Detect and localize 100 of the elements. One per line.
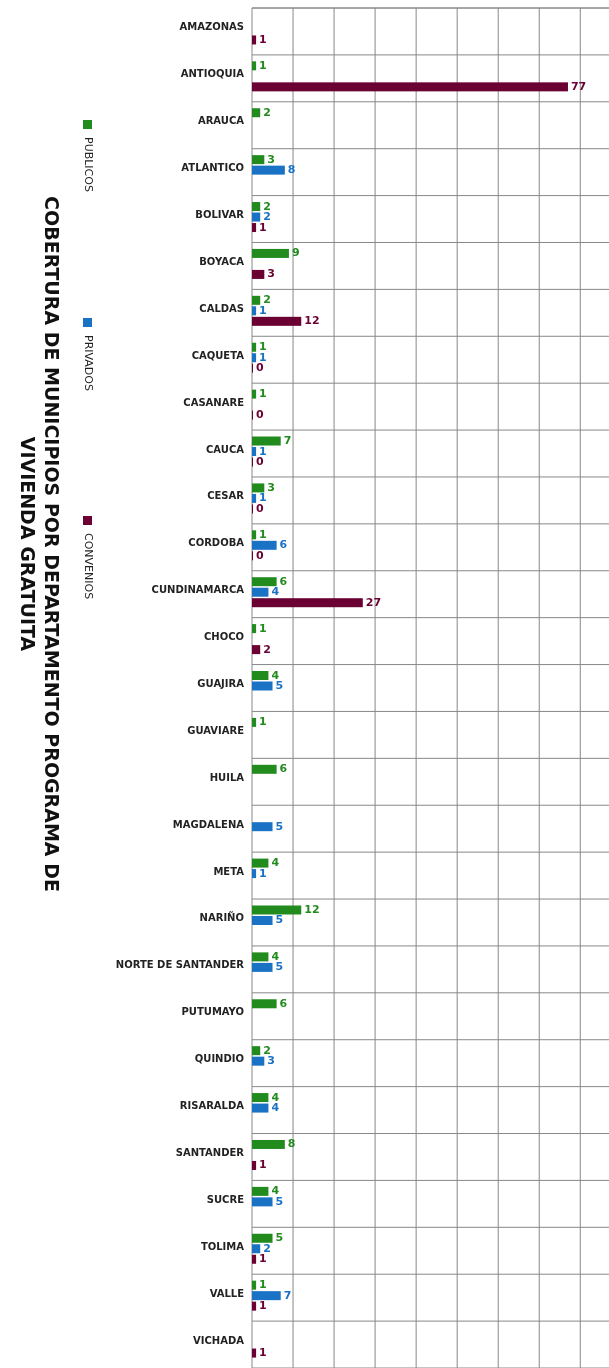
data-label: 2 <box>263 1241 271 1255</box>
data-label: 5 <box>275 1231 284 1245</box>
data-label: 4 <box>271 856 280 870</box>
bar <box>252 764 277 774</box>
bar <box>252 1160 257 1170</box>
bar <box>252 212 261 222</box>
data-label: 6 <box>279 574 288 588</box>
y-tick-label: SUCRE <box>206 1193 245 1205</box>
bar <box>252 1244 261 1254</box>
bar <box>252 35 257 45</box>
y-tick-label: VICHADA <box>193 1334 245 1346</box>
data-label: 4 <box>271 1090 280 1104</box>
y-tick-label: CESAR <box>207 490 245 502</box>
bar <box>252 447 257 457</box>
y-tick-label: GUAJIRA <box>197 678 245 689</box>
y-tick-label: BOYACA <box>199 255 245 267</box>
bar <box>252 389 257 399</box>
data-label: 1 <box>259 527 267 541</box>
bar <box>252 577 277 587</box>
y-tick-label: RISARALDA <box>179 1100 245 1112</box>
data-label: 1 <box>259 1278 267 1292</box>
data-label: 1 <box>259 621 267 635</box>
y-tick-label: CORDOBA <box>188 537 245 549</box>
data-label: 2 <box>263 1043 271 1057</box>
bar <box>252 962 273 972</box>
data-label: 7 <box>283 1288 292 1302</box>
bar <box>252 681 273 691</box>
data-label: 1 <box>259 715 267 729</box>
data-label: 4 <box>271 1101 280 1115</box>
data-label: 3 <box>267 267 275 281</box>
bar <box>252 530 257 540</box>
y-tick-label: HUILA <box>209 771 245 783</box>
bar <box>252 717 257 727</box>
bar <box>252 436 281 446</box>
data-label: 6 <box>279 538 288 552</box>
y-tick-label: GUAVIARE <box>187 724 245 736</box>
bar <box>252 822 273 832</box>
bar <box>252 1233 273 1243</box>
data-label: 5 <box>275 913 284 927</box>
y-tick-label: ARAUCA <box>197 115 245 127</box>
bar <box>252 483 265 493</box>
data-label: 1 <box>259 444 267 458</box>
data-label: 4 <box>271 949 280 963</box>
bar <box>252 155 265 165</box>
data-label: 5 <box>275 679 284 692</box>
data-label: 0 <box>256 361 264 375</box>
bar <box>252 1254 257 1264</box>
y-tick-label: NARIÑO <box>199 911 244 924</box>
y-tick-label: CALDAS <box>199 302 244 314</box>
bar <box>252 165 285 175</box>
y-tick-label: ATLANTICO <box>181 162 244 174</box>
bar <box>252 1291 281 1301</box>
data-label: 2 <box>263 105 271 119</box>
y-tick-label: CASANARE <box>183 396 245 408</box>
bar <box>252 248 289 258</box>
bar <box>252 61 257 71</box>
bar <box>252 108 261 118</box>
bar <box>252 869 257 879</box>
bar <box>252 342 257 352</box>
data-label: 12 <box>304 902 320 916</box>
y-tick-label: CAUCA <box>206 443 245 455</box>
bar <box>252 353 257 363</box>
y-tick-label: VALLE <box>209 1287 245 1299</box>
data-label: 2 <box>263 199 271 213</box>
y-tick-label: MAGDALENA <box>172 818 245 830</box>
data-label: 4 <box>271 585 280 599</box>
bar <box>252 624 257 634</box>
data-label: 6 <box>279 762 288 776</box>
data-label: 7 <box>283 434 292 448</box>
bar <box>252 316 302 326</box>
bar <box>252 1103 269 1113</box>
bar <box>252 1301 257 1311</box>
bar <box>252 858 269 868</box>
data-label: 5 <box>275 819 284 833</box>
bar <box>252 952 269 962</box>
data-label: 1 <box>259 1158 267 1172</box>
bar <box>252 999 277 1009</box>
bar <box>252 598 363 608</box>
data-label: 5 <box>275 960 284 974</box>
bar <box>252 493 257 503</box>
bar <box>252 1186 269 1196</box>
data-label: 2 <box>263 642 271 656</box>
bar <box>252 645 261 655</box>
data-label: 1 <box>259 387 267 401</box>
legend-label: PUBLICOS <box>82 137 95 192</box>
bar <box>252 306 257 316</box>
y-tick-label: CUNDINAMARCA <box>151 584 245 596</box>
bar <box>252 540 277 550</box>
bar <box>252 1056 265 1066</box>
bar <box>252 671 269 680</box>
data-label: 12 <box>304 314 320 328</box>
data-label: 1 <box>259 32 267 46</box>
data-label: 4 <box>271 668 280 682</box>
y-tick-label: BOLIVAR <box>195 209 245 221</box>
y-tick-label: META <box>213 865 245 877</box>
y-tick-label: NORTE DE SANTANDER <box>115 959 245 971</box>
data-label: 1 <box>259 1252 267 1266</box>
bar <box>252 1046 261 1056</box>
data-label: 1 <box>259 58 267 72</box>
data-label: 3 <box>267 152 275 166</box>
